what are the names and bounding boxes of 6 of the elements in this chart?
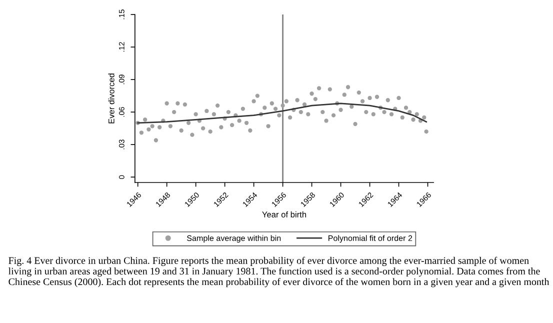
x-axis-title: Year of birth <box>262 211 306 218</box>
caption: Fig. 4 Ever divorce in urban China. Figure reports the mean probability of ever divorce among the ever-married sample of women living in urban areas aged between 19 and 31 in January 1981. The function used is a second-order polynomial. Data comes from the Chinese Census (2000). Each dot represents the mean probability of ever divorce of the women born in a given year and a given month <box>8 256 550 288</box>
line-series <box>137 102 427 124</box>
legend-label: Sample average within bin <box>187 235 281 243</box>
y-axis-title: Ever divorced <box>108 74 114 124</box>
legend-label: Polynomial fit of order 2 <box>328 235 412 243</box>
